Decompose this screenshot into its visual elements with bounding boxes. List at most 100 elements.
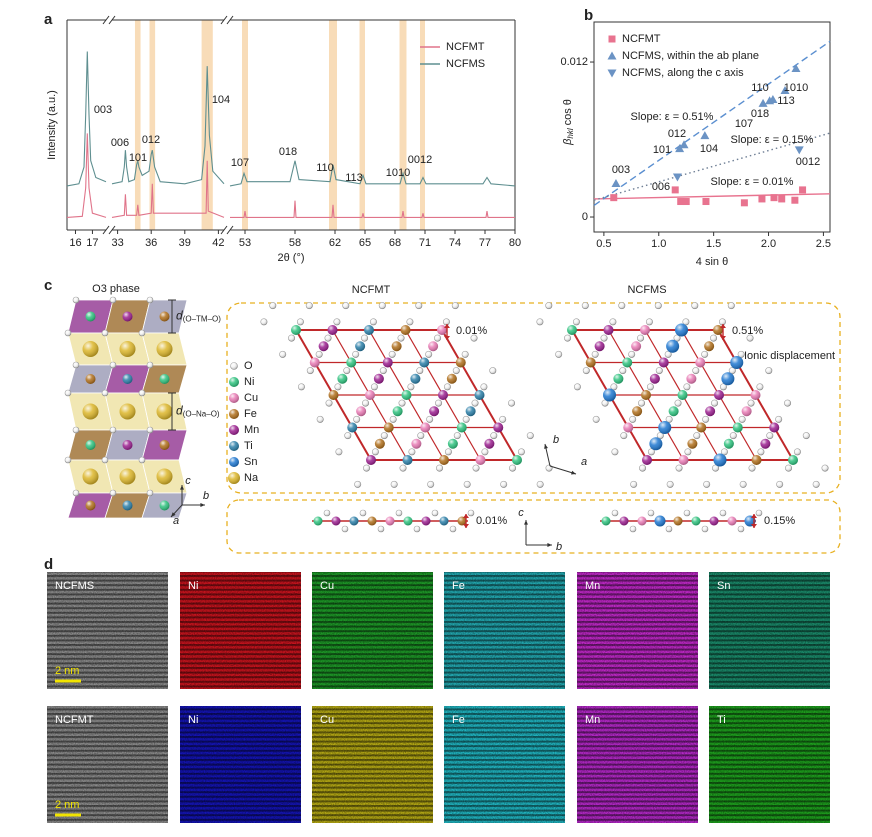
phase-title: O3 phase <box>92 283 140 295</box>
x-tick-label: 16 <box>69 237 81 249</box>
o-atom-shine <box>434 334 441 342</box>
point-label: 003 <box>612 164 630 176</box>
note-label: Ionic displacement <box>744 350 835 362</box>
data-point <box>778 195 786 203</box>
tm-atom-shine <box>374 438 385 449</box>
o-atom-shine <box>65 390 71 396</box>
arrow-head <box>720 336 726 340</box>
tm-atom-shine <box>512 455 522 465</box>
o-atom-shine <box>489 367 497 374</box>
tm-atom-shine <box>373 373 384 384</box>
o-atom-shine <box>612 510 618 516</box>
map-label: Mn <box>585 714 600 726</box>
xrd-line <box>66 51 516 187</box>
dashed-box <box>226 499 841 554</box>
na-atom-shine <box>156 341 173 357</box>
map-noise <box>312 572 433 689</box>
tm-atom-shine <box>365 390 375 400</box>
o-atom-shine <box>555 351 562 358</box>
tm-atom-shine <box>419 357 430 368</box>
o-atom-shine <box>582 302 589 309</box>
legend-label: NCFMT <box>446 41 485 53</box>
o-atom-shine <box>630 526 636 532</box>
tm-atom-shine <box>686 373 697 384</box>
o-atom-shine <box>675 464 683 472</box>
o-atom-shine <box>481 448 489 456</box>
legend-atom-shine <box>229 425 239 435</box>
o-atom-shine <box>648 448 655 456</box>
o-atom-shine <box>471 399 479 407</box>
o-atom-shine <box>147 362 153 368</box>
o-atom-shine <box>628 351 635 358</box>
na-atom-shine <box>82 341 99 357</box>
o-atom-shine <box>629 416 636 423</box>
x-tick-label: 68 <box>389 237 401 249</box>
o-atom-shine <box>693 432 701 439</box>
o-atom-shine <box>545 302 553 309</box>
o-atom-shine <box>591 351 599 358</box>
x-tick-label: 2.5 <box>816 238 831 250</box>
o-atom-shine <box>432 510 438 516</box>
tm-atom-shine <box>613 373 624 384</box>
peak-label: 110 <box>316 162 334 174</box>
o-atom-shine <box>711 399 718 407</box>
peak-label: 018 <box>279 146 297 158</box>
tm-atom-shine <box>337 373 348 384</box>
o-atom-shine <box>648 510 654 516</box>
tm-atom-shine <box>760 438 771 449</box>
o-atom-shine <box>647 383 654 391</box>
o-atom-shine <box>757 448 765 456</box>
tm-atom-shine <box>411 438 422 449</box>
tm-atom-shine <box>750 390 761 400</box>
panel-label: b <box>584 7 593 24</box>
strain-label: 0.51% <box>732 325 763 337</box>
arrow-head <box>444 324 450 328</box>
x-tick-label: 17 <box>86 237 98 249</box>
tm-atom-shine <box>695 357 706 368</box>
o-atom-shine <box>73 362 79 368</box>
o-atom-shine <box>102 457 108 463</box>
axis-break <box>102 225 110 235</box>
arrow-head <box>171 512 176 517</box>
o-atom-shine <box>324 334 332 342</box>
o-atom-shine <box>139 330 145 336</box>
tm-atom-shine <box>622 357 633 368</box>
o-atom-shine <box>803 432 810 439</box>
tm-atom-shine <box>457 516 467 526</box>
o-atom-shine <box>436 464 443 472</box>
o-atom-shine <box>746 334 754 342</box>
tm-atom-shine <box>402 455 413 465</box>
tm-atom-shine <box>456 422 467 433</box>
legend-atom-shine <box>229 393 239 403</box>
o-atom-shine <box>765 367 773 374</box>
tm-atom-shine <box>631 341 642 352</box>
o-atom-shine <box>343 367 351 374</box>
arrow-head <box>571 470 576 475</box>
dimension-label: d(O–TM–O) <box>176 309 221 324</box>
o-atom-shine <box>739 481 747 488</box>
tm-atom-shine <box>347 422 358 433</box>
peak-label: 012 <box>142 134 160 146</box>
x-tick-label: 1.5 <box>706 238 721 250</box>
o-atom-shine <box>388 351 396 358</box>
tm-atom-shine <box>439 516 449 526</box>
o-atom-shine <box>748 464 756 472</box>
tm-atom-shine <box>603 325 614 335</box>
o-atom-shine <box>656 367 663 374</box>
o-atom-shine <box>573 318 580 326</box>
o-atom-shine <box>298 383 305 391</box>
o-atom-shine <box>450 526 456 532</box>
tm-atom-shine <box>85 311 96 322</box>
o-atom-shine <box>666 481 674 488</box>
tm-atom-shine <box>291 325 301 335</box>
tm-atom-shine <box>677 390 688 400</box>
arrow-head <box>200 503 205 507</box>
point-label: 104 <box>700 143 718 155</box>
arrow-head <box>751 524 757 528</box>
legend-atom-shine <box>229 377 239 387</box>
point-label: 110 <box>751 82 769 94</box>
data-point <box>610 194 618 202</box>
o-atom-shine <box>306 302 313 309</box>
map-label: Fe <box>452 580 465 592</box>
point-label: 101 <box>653 144 671 156</box>
